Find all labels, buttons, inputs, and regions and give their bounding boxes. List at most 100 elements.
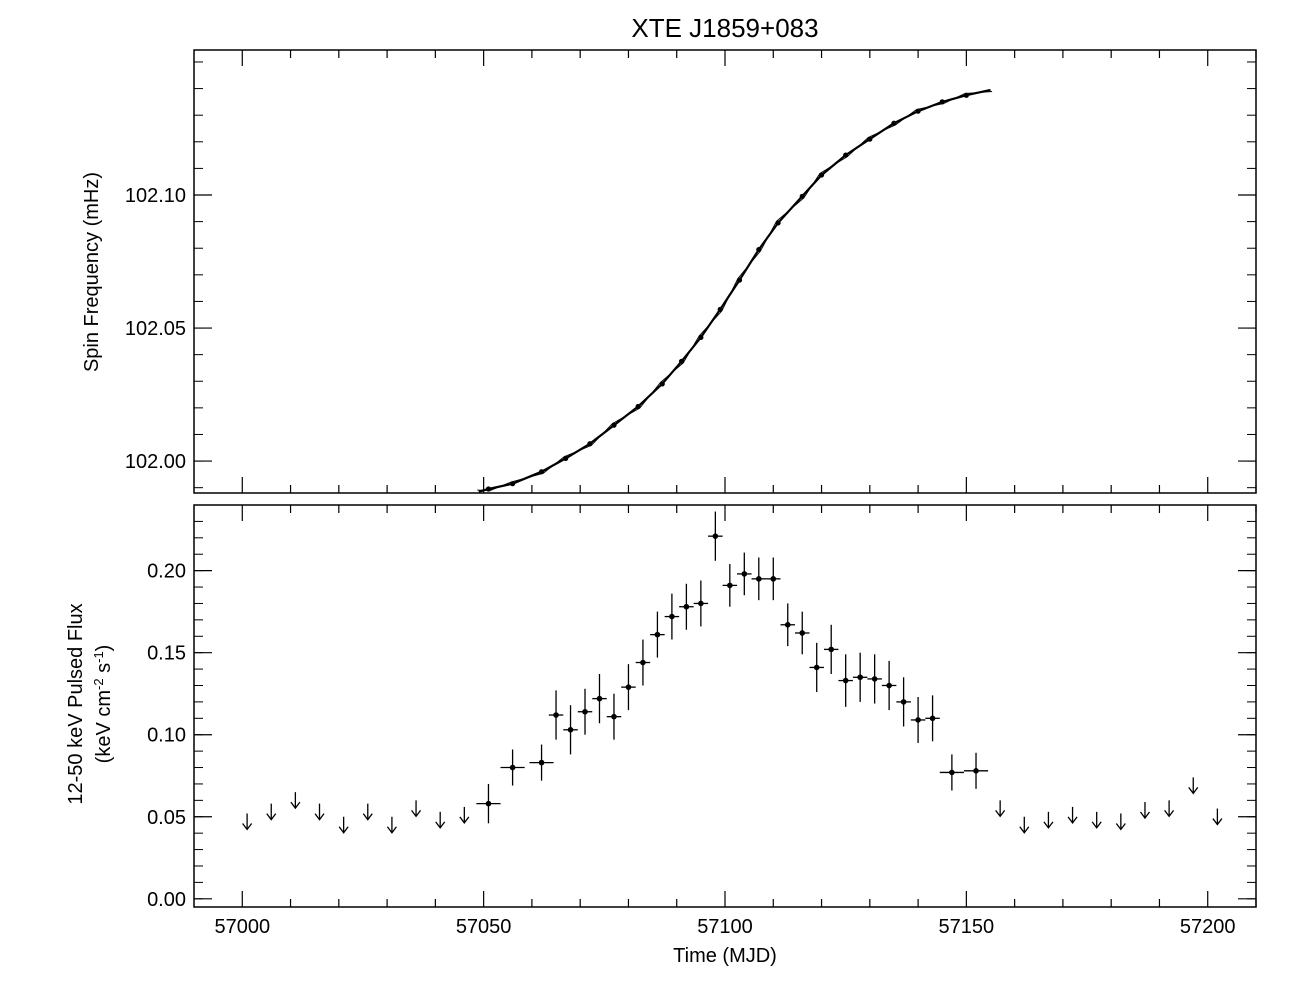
spin-frequency-point (843, 152, 849, 158)
flux-point (755, 576, 762, 582)
flux-point (770, 576, 777, 582)
upper-limit-arrow (435, 811, 446, 829)
bottom-xtick-labels: 57000 57050 57100 57150 57200 (214, 916, 1235, 938)
flux-point (949, 769, 955, 776)
spin-frequency-point (698, 334, 704, 340)
upper-limit-arrow (1019, 816, 1030, 834)
flux-point (727, 582, 733, 589)
flux-point (784, 621, 791, 628)
flux-point (654, 631, 661, 638)
bottom-ytick-labels: 0.00 0.05 0.10 0.15 0.20 (147, 561, 186, 911)
flux-point (871, 676, 878, 682)
bottom-xtick-label: 57100 (697, 916, 753, 938)
spin-frequency-point (659, 381, 665, 387)
spin-frequency-point (756, 246, 762, 253)
upper-limit-arrow (459, 806, 470, 824)
upper-limit-arrow (995, 800, 1006, 818)
upper-limit-arrow (1115, 813, 1126, 831)
unit-exponent-s: -1 (91, 651, 106, 663)
flux-point (712, 533, 719, 539)
bottom-ytick-label: 0.00 (147, 889, 186, 911)
spin-frequency-point (678, 358, 685, 364)
spin-frequency-point (775, 220, 781, 226)
spin-frequency-point (485, 486, 492, 492)
flux-point (813, 664, 820, 671)
spin-frequency-point (736, 277, 743, 283)
flux-point (857, 674, 863, 681)
upper-limit-arrow (338, 816, 349, 834)
spin-frequency-series (477, 88, 993, 493)
upper-limit-head (290, 801, 301, 810)
upper-limit-head (1043, 821, 1054, 829)
upper-limit-arrows (242, 777, 1223, 834)
top-ytick-label: 102.00 (125, 451, 186, 473)
flux-point (741, 571, 748, 577)
flux-point (611, 713, 617, 720)
flux-point (886, 682, 892, 689)
spin-frequency-point (563, 455, 569, 462)
flux-point (799, 630, 806, 636)
flux-point (553, 712, 559, 718)
bottom-xtick-label: 57200 (1180, 916, 1236, 938)
flux-point (900, 699, 907, 705)
upper-limit-head (242, 823, 253, 831)
upper-limit-head (411, 809, 422, 818)
upper-limit-arrow (1139, 801, 1150, 820)
top-ticks (194, 50, 1257, 493)
bottom-plot-frame (193, 504, 1257, 908)
upper-limit-arrow (1188, 777, 1199, 795)
bottom-xtick-label: 57050 (456, 916, 512, 938)
upper-limit-arrow (1067, 806, 1078, 824)
upper-limit-head (1019, 826, 1030, 834)
bottom-xtick-label: 57150 (939, 916, 995, 938)
spin-frequency-point (891, 120, 897, 126)
flux-point (509, 764, 516, 771)
bottom-y-axis-title-line2: (keV cm-2 s-1) (91, 645, 115, 764)
upper-limit-head (995, 809, 1006, 818)
flux-point (640, 659, 646, 666)
upper-limit-arrow (266, 803, 277, 821)
upper-limit-arrow (362, 803, 373, 821)
upper-limit-head (1115, 823, 1126, 831)
upper-limit-head (1091, 821, 1102, 829)
spin-frequency-point (635, 403, 641, 410)
flux-point (973, 768, 979, 774)
upper-limit-arrow (290, 792, 301, 810)
flux-point (538, 759, 545, 766)
flux-point (485, 800, 492, 807)
spin-frequency-point (963, 92, 969, 98)
spin-frequency-point (867, 136, 873, 142)
flux-point (596, 695, 603, 702)
bottom-y-axis-title-line1: 12-50 keV Pulsed Flux (65, 603, 87, 804)
bottom-ytick-label: 0.20 (147, 561, 186, 583)
upper-limit-head (266, 813, 277, 821)
flux-point (915, 717, 921, 723)
x-axis-title: Time (MJD) (673, 945, 777, 967)
upper-limit-head (435, 821, 446, 829)
upper-limit-arrow (1043, 811, 1054, 829)
upper-limit-head (314, 813, 325, 821)
pulsed-flux-panel: 0.00 0.05 0.10 0.15 0.20 57000 57050 57100 5715… (65, 504, 1257, 967)
upper-limit-head (386, 826, 397, 834)
spin-frequency-point (799, 193, 805, 199)
upper-limit-head (459, 816, 470, 824)
upper-limit-head (1067, 816, 1078, 824)
spin-frequency-point (717, 306, 723, 313)
spin-frequency-point (538, 469, 545, 475)
top-ytick-labels: 102.00 102.05 102.10 (125, 185, 186, 473)
flux-point (828, 646, 834, 653)
upper-limit-head (362, 813, 373, 821)
upper-limit-arrow (242, 813, 253, 831)
upper-limit-head (1188, 786, 1199, 795)
top-ytick-label: 102.05 (125, 318, 186, 340)
bottom-ytick-label: 0.10 (147, 725, 186, 747)
upper-limit-arrow (1091, 811, 1102, 829)
upper-limit-arrow (411, 800, 422, 818)
chart-title: XTE J1859+083 (631, 13, 818, 43)
top-y-axis-title: Spin Frequency (mHz) (81, 172, 103, 372)
bottom-ytick-label: 0.15 (147, 643, 186, 665)
upper-limit-arrow (1212, 808, 1223, 826)
top-ytick-label: 102.10 (125, 185, 186, 207)
upper-limit-head (1164, 809, 1175, 818)
